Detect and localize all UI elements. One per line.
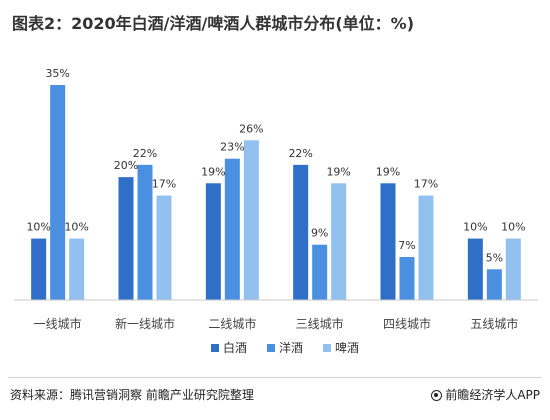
brand-name: 前瞻经济学人APP [445, 388, 540, 402]
brand-credit: 前瞻经济学人APP [431, 386, 540, 403]
data-label-1-5: 19% [376, 165, 400, 178]
data-label-2-1: 35% [45, 67, 69, 80]
data-label-1-4: 22% [288, 147, 312, 160]
data-label-1-6: 10% [463, 221, 487, 234]
data-label-2-3: 23% [220, 141, 244, 154]
data-label-2-2: 22% [133, 147, 157, 160]
legend: 白酒 洋酒 啤酒 [211, 340, 359, 355]
bar-1-2 [118, 177, 134, 300]
x-tick-group: 一线城市 新一线城市 二线城市 三线城市 四线城市 五线城市 [34, 316, 519, 331]
x-tick-label-4: 三线城市 [296, 316, 344, 331]
bar-2-4 [312, 244, 328, 300]
data-label-3-3: 26% [239, 122, 263, 135]
bar-2-2 [137, 164, 153, 300]
data-label-2-4: 9% [311, 227, 328, 240]
data-label-3-6: 10% [501, 221, 525, 234]
bar-1-5 [380, 183, 396, 300]
data-label-3-5: 17% [414, 178, 438, 191]
data-label-1-1: 10% [26, 221, 50, 234]
x-tick-label-3: 二线城市 [208, 316, 256, 331]
data-label-3-4: 19% [326, 165, 350, 178]
bar-2-1 [50, 85, 66, 300]
bar-1-4 [293, 164, 309, 300]
legend-swatch-1 [211, 344, 219, 352]
data-label-2-6: 5% [486, 251, 503, 264]
data-label-3-1: 10% [64, 221, 88, 234]
x-tick-label-6: 五线城市 [470, 316, 518, 331]
bar-3-1 [69, 238, 85, 300]
legend-label-3: 啤酒 [335, 340, 359, 355]
chart-title: 图表2：2020年白酒/洋酒/啤酒人群城市分布(单位：%) [12, 14, 415, 33]
bar-chart: 10%35%10%20%22%17%19%23%26%22%9%19% 19%7%… [14, 67, 538, 355]
legend-swatch-2 [267, 344, 275, 352]
bar-2-3 [224, 158, 240, 300]
data-label-1-3: 19% [201, 165, 225, 178]
bar-3-5 [418, 195, 434, 300]
bar-3-4 [331, 183, 347, 300]
data-label-1-2: 20% [114, 159, 138, 172]
x-tick-label-5: 四线城市 [383, 316, 431, 331]
data-label-group: 10%35%10%20%22%17%19%23%26%22%9%19% 19%7%… [26, 67, 525, 264]
bar-3-3 [243, 140, 259, 300]
legend-label-2: 洋酒 [279, 340, 303, 355]
brand-logo-icon [431, 390, 443, 401]
data-label-3-2: 17% [152, 178, 176, 191]
x-tick-label-1: 一线城市 [34, 316, 82, 331]
bar-1-1 [31, 238, 47, 300]
footer-divider [8, 377, 542, 378]
legend-label-1: 白酒 [223, 340, 247, 355]
x-tick-label-2: 新一线城市 [115, 316, 175, 331]
legend-swatch-3 [323, 344, 331, 352]
bar-3-2 [156, 195, 172, 300]
bar-3-6 [505, 238, 521, 300]
source-note: 资料来源：腾讯营销洞察 前瞻产业研究院整理 [10, 388, 254, 402]
bar-2-6 [486, 269, 502, 300]
bar-1-6 [467, 238, 483, 300]
bar-2-5 [399, 257, 415, 300]
bar-group [31, 85, 521, 300]
data-label-2-5: 7% [398, 239, 415, 252]
bar-1-3 [205, 183, 221, 300]
